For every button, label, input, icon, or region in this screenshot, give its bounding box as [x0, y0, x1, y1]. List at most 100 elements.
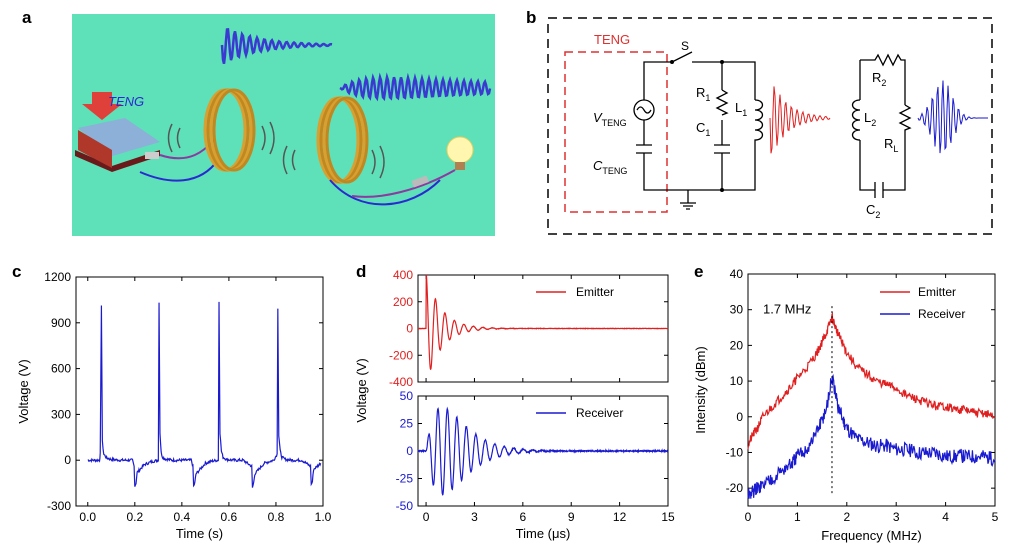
c-y-tick-label: 300: [51, 407, 71, 421]
circuit-wires: [636, 51, 912, 210]
e-legend-label-receiver: Receiver: [918, 307, 965, 321]
d-legend-label-emitter: Emitter: [576, 285, 614, 299]
label-c2: C2: [866, 202, 880, 220]
wire-2: [139, 159, 219, 182]
chart-d-emitter-receiver: -400 -200 0 200 400 Emitter 0 3 6 9 12 15 -50 -25 0 25 5…: [354, 268, 675, 541]
e-y-tick-label: -10: [726, 445, 744, 459]
d-bottom-y-tick-label: -50: [396, 499, 414, 513]
wave-emitter: [220, 28, 333, 64]
d-bottom-x-tick-label: 15: [661, 510, 675, 524]
switch-label: S: [681, 39, 689, 53]
panel-letter-d: d: [356, 262, 367, 281]
connector-2: [411, 175, 429, 188]
d-bottom-y-tick-label: 50: [400, 389, 414, 403]
c-x-axis-label: Time (s): [176, 526, 223, 541]
wire-4: [351, 169, 456, 198]
d-top-y-tick-label: 400: [393, 268, 413, 282]
press-arrow-icon: [82, 92, 122, 120]
e-y-tick-label: 0: [736, 410, 743, 424]
e-x-axis-label: Frequency (MHz): [821, 528, 921, 543]
label-l2: L2: [864, 110, 876, 128]
panel-a-scene: TENG: [72, 14, 495, 236]
d-y-axis-label: Voltage (V): [354, 358, 369, 422]
label-v-teng: VTENG: [593, 110, 627, 128]
e-y-tick-label: 30: [730, 303, 744, 317]
d-bottom-x-tick-label: 12: [613, 510, 627, 524]
switch-node: [670, 60, 674, 64]
junction-node-2: [720, 188, 724, 192]
e-x-tick-label: 0: [745, 510, 752, 524]
d-legend-label-receiver: Receiver: [576, 406, 623, 420]
panel-letter-c: c: [12, 262, 22, 281]
d-top-y-tick-label: 0: [406, 322, 413, 336]
c-x-tick-label: 0.8: [268, 510, 285, 524]
coil-receiver: [316, 96, 369, 184]
c-y-tick-label: 900: [51, 316, 71, 330]
chart-e-spectrum: 0 1 2 3 4 5 -20 -10 0 10 20 30 40 Emitter Receiver 1.7 …: [693, 267, 999, 543]
d-series-emitter: [417, 274, 669, 371]
c-y-tick-label: 1200: [44, 270, 71, 284]
c-y-tick-label: 0: [64, 453, 71, 467]
circuit-wave-receiver: [917, 80, 988, 154]
d-bottom-x-tick-label: 9: [568, 510, 575, 524]
c-series-line: [87, 301, 322, 488]
e-y-axis-label: Intensity (dBm): [693, 346, 708, 433]
label-c1: C1: [696, 120, 710, 138]
teng-bottom-plate: [75, 150, 160, 172]
ac-wave-glyph: [636, 106, 652, 114]
coil-emitter: [203, 88, 256, 172]
c-frame: [75, 276, 324, 507]
e-x-tick-label: 3: [893, 510, 900, 524]
junction-node-1: [720, 60, 724, 64]
field-arcs: [167, 121, 385, 179]
e-series-emitter: [747, 311, 996, 450]
d-x-axis-label: Time (μs): [516, 526, 571, 541]
c-y-tick-label: 600: [51, 362, 71, 376]
d-top-y-tick-label: -200: [389, 348, 413, 362]
bulb-icon: [446, 136, 474, 164]
label-rl: RL: [884, 136, 898, 154]
wire-3: [329, 179, 441, 206]
teng-side: [78, 130, 112, 168]
panel-letter-b: b: [526, 8, 537, 27]
d-bottom-y-tick-label: -25: [396, 472, 414, 486]
e-y-tick-label: 40: [730, 267, 744, 281]
chart-c-voltage-time: 0.0 0.2 0.4 0.6 0.8 1.0 -300 0 300 600 900 1200 Time…: [16, 270, 332, 541]
d-top-y-tick-label: 200: [393, 295, 413, 309]
e-x-tick-label: 5: [992, 510, 999, 524]
panel-letter-a: a: [22, 8, 32, 27]
panel-letter-e: e: [694, 262, 704, 281]
c-x-tick-label: 0.6: [221, 510, 238, 524]
c-x-tick-label: 0.4: [174, 510, 191, 524]
label-l1: L1: [735, 100, 747, 118]
e-legend-label-emitter: Emitter: [918, 285, 956, 299]
c-y-axis-label: Voltage (V): [16, 359, 31, 423]
e-y-tick-label: 20: [730, 338, 744, 352]
e-x-tick-label: 1: [794, 510, 801, 524]
d-bottom-x-tick-label: 3: [471, 510, 478, 524]
teng-label: TENG: [108, 94, 144, 109]
connector-1: [145, 152, 159, 159]
c-x-tick-label: 0.2: [126, 510, 143, 524]
d-bottom-x-tick-label: 6: [519, 510, 526, 524]
e-frame: [747, 273, 996, 507]
c-x-tick-label: 1.0: [315, 510, 332, 524]
bulb-base: [455, 162, 465, 170]
label-r2: R2: [872, 70, 886, 88]
teng-box-label: TENG: [594, 32, 630, 47]
d-bottom-y-tick-label: 25: [400, 417, 414, 431]
e-annotation: 1.7 MHz: [763, 302, 811, 317]
label-c-teng: CTENG: [593, 158, 627, 176]
panel-b-circuit: TENG S VT: [547, 17, 993, 235]
d-top-y-tick-label: -400: [389, 375, 413, 389]
e-series-receiver: [747, 373, 996, 499]
c-y-tick-label: -300: [47, 499, 71, 513]
e-x-tick-label: 2: [843, 510, 850, 524]
e-y-tick-label: 10: [730, 374, 744, 388]
label-r1: R1: [696, 85, 710, 103]
d-bottom-y-tick-label: 0: [406, 444, 413, 458]
teng-top-plate: [78, 118, 160, 156]
teng-box: [564, 51, 668, 213]
circuit-wave-emitter: [769, 86, 831, 154]
